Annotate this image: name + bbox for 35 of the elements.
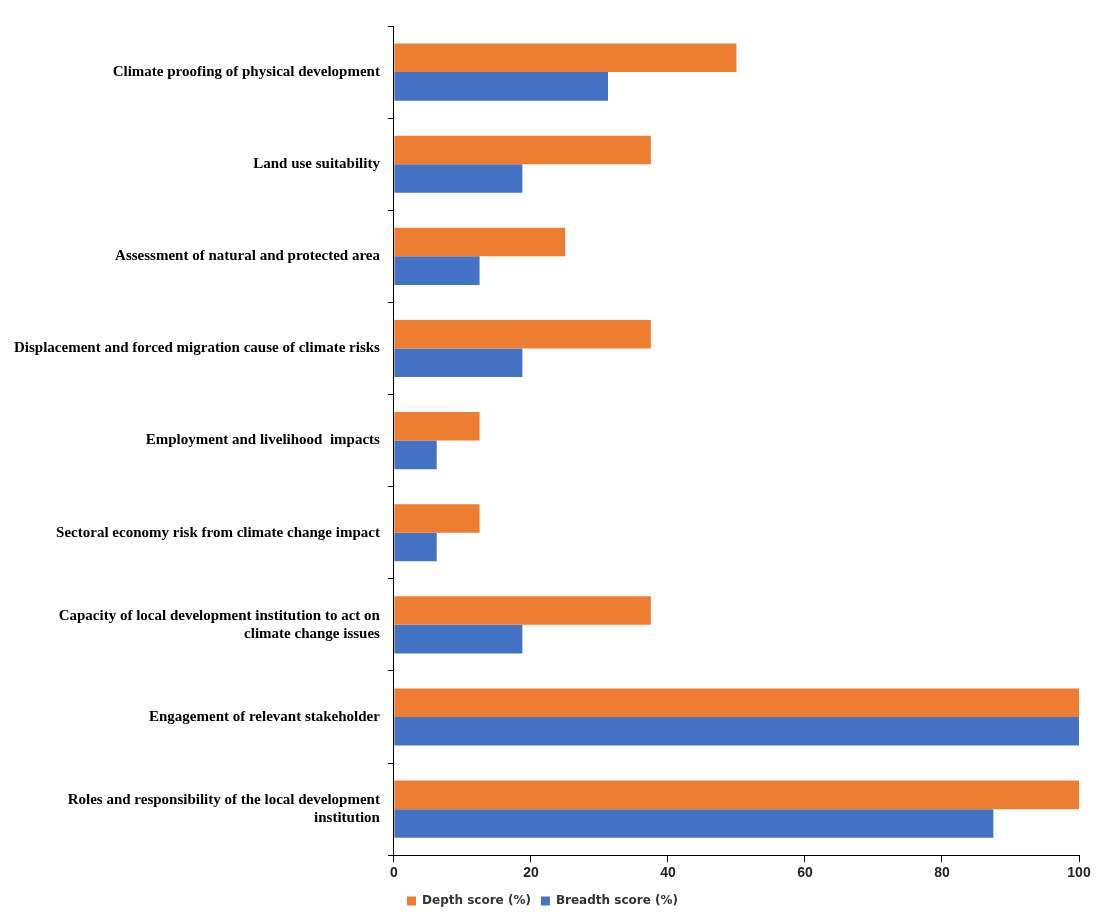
y-tick-label: Capacity of local development institution to act on climate change issues [58,606,381,641]
y-tick-label: Land use suitability [253,155,381,172]
bar [394,440,437,470]
y-tick-label: Assessment of natural and protected area [115,247,381,264]
y-tick-label: Employment and livelihood impacts [145,431,381,448]
bar [394,227,566,257]
bar [394,256,480,285]
x-tick-label: 60 [797,864,813,881]
y-tick-label: Engagement of relevant stakeholder [148,707,381,724]
bar [394,504,480,533]
bar [394,412,480,441]
x-tick-label: 80 [934,864,950,881]
legend-label: Breadth score (%) [555,893,678,908]
x-tick-label: 40 [660,864,676,881]
bar [394,72,609,101]
x-tick-label: 20 [523,864,539,881]
y-tick-label: Sectoral economy risk from climate change impact [56,523,380,540]
legend-label: Depth score (%) [422,893,531,908]
bar [394,532,437,562]
x-tick-label: 0 [390,864,399,881]
bar [394,717,1079,746]
bar [394,164,523,193]
y-tick-label: Climate proofing of physical development [112,62,380,79]
bar [394,43,737,73]
bar [394,348,523,378]
y-tick-label: Roles and responsibility of the local development institution [67,791,381,826]
x-tick-label: 100 [1067,864,1091,881]
bar [394,135,651,165]
bar [394,319,651,349]
bar [394,596,651,625]
bar [394,809,994,838]
bar [394,780,1079,810]
bar [394,688,1079,717]
y-tick-label: Displacement and forced migration cause of climate risks [13,339,381,356]
bar [394,624,523,654]
